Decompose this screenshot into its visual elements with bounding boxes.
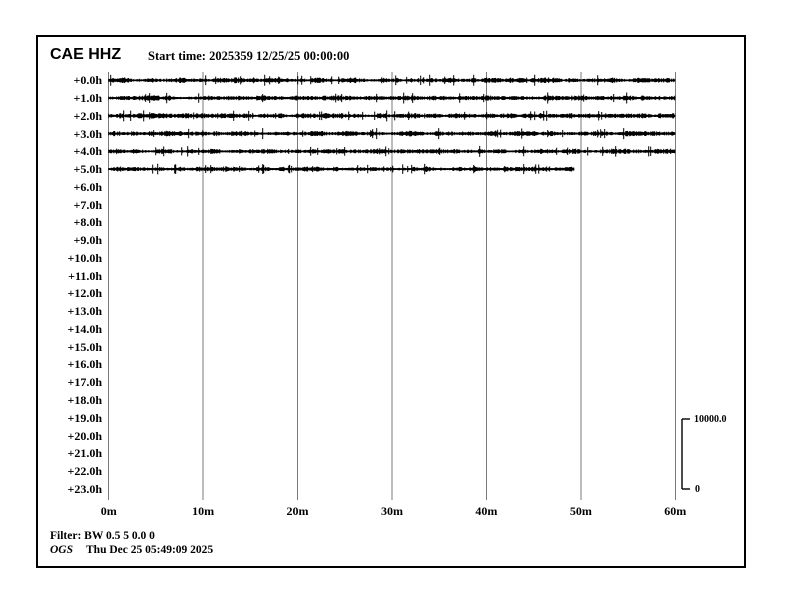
time-gridlines: [108, 72, 676, 500]
trace-+0.0h: [108, 74, 676, 86]
generation-timestamp: Thu Dec 25 05:49:09 2025: [86, 544, 214, 556]
minute-label-60m: 60m: [664, 504, 687, 518]
credit-line: OGS Thu Dec 25 05:49:09 2025: [50, 544, 213, 557]
seismic-traces: [108, 74, 676, 175]
minute-label-10m: 10m: [192, 504, 215, 518]
hour-label-+13.0h: +13.0h: [67, 304, 102, 319]
hour-label-+22.0h: +22.0h: [67, 464, 102, 479]
hour-label-+6.0h: +6.0h: [73, 179, 102, 194]
minute-label-50m: 50m: [569, 504, 592, 518]
waveform-plot: [108, 72, 690, 500]
hour-label-+1.0h: +1.0h: [73, 91, 102, 106]
minute-label-40m: 40m: [475, 504, 498, 518]
trace-+4.0h: [108, 145, 676, 157]
minute-label-30m: 30m: [380, 504, 403, 518]
hour-label-+7.0h: +7.0h: [73, 197, 102, 212]
hour-label-+14.0h: +14.0h: [67, 321, 102, 336]
trace-+2.0h: [108, 110, 676, 122]
hour-label-+8.0h: +8.0h: [73, 215, 102, 230]
trace-+3.0h: [108, 128, 676, 140]
minute-label-20m: 20m: [286, 504, 309, 518]
minute-label-0m: 0m: [100, 504, 117, 518]
agency-name: OGS: [50, 544, 74, 556]
hour-label-+0.0h: +0.0h: [73, 73, 102, 88]
hour-label-+11.0h: +11.0h: [68, 268, 102, 283]
amplitude-scale-min: 0: [695, 484, 700, 495]
amplitude-scale-max: 10000.0: [694, 414, 727, 425]
hour-label-+23.0h: +23.0h: [67, 481, 102, 496]
hour-label-+18.0h: +18.0h: [67, 392, 102, 407]
hour-label-+4.0h: +4.0h: [73, 144, 102, 159]
hour-label-+19.0h: +19.0h: [67, 410, 102, 425]
filter-info: Filter: BW 0.5 5 0.0 0: [50, 530, 155, 542]
hour-label-+15.0h: +15.0h: [67, 339, 102, 354]
trace-+5.0h: [108, 163, 575, 175]
trace-+1.0h: [108, 92, 676, 104]
hour-label-+2.0h: +2.0h: [73, 108, 102, 123]
hour-label-+10.0h: +10.0h: [67, 250, 102, 265]
hour-label-+17.0h: +17.0h: [67, 375, 102, 390]
start-time-label: Start time: 2025359 12/25/25 00:00:00: [148, 49, 350, 63]
hour-label-+9.0h: +9.0h: [73, 233, 102, 248]
amplitude-scale-bracket: [681, 418, 690, 490]
hour-label-+20.0h: +20.0h: [67, 428, 102, 443]
plot-frame: CAE HHZ Start time: 2025359 12/25/25 00:…: [36, 35, 746, 568]
hour-label-+3.0h: +3.0h: [73, 126, 102, 141]
hour-label-+16.0h: +16.0h: [67, 357, 102, 372]
hour-label-+21.0h: +21.0h: [67, 446, 102, 461]
hour-label-+5.0h: +5.0h: [73, 162, 102, 177]
hour-label-+12.0h: +12.0h: [67, 286, 102, 301]
station-title: CAE HHZ: [50, 46, 122, 63]
